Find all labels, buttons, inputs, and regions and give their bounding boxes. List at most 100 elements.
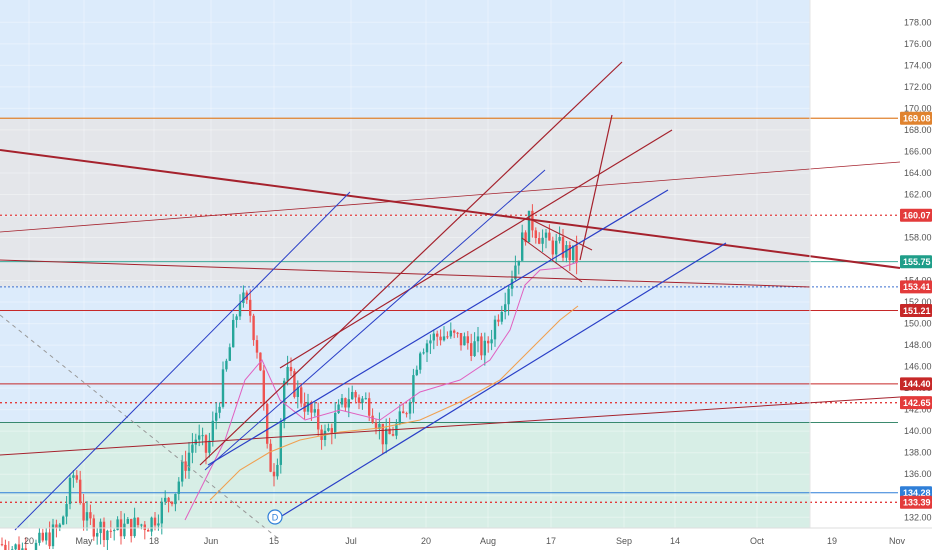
candle-down [170,501,174,505]
event-marker-layer[interactable]: D [267,509,283,525]
candle-down [310,402,313,413]
candle-up [85,512,89,521]
candle-up [419,353,422,370]
price-axis-background [898,0,932,550]
price-label: 151.21 [903,306,931,316]
candle-up [286,367,289,381]
candle-down [388,428,391,435]
candle-up [68,477,72,505]
y-tick-label: 150.00 [904,319,932,329]
candle-up [572,245,575,261]
candle-up [449,330,452,337]
candle-up [398,411,401,424]
candle-down [79,479,82,504]
y-tick-label: 146.00 [904,362,932,372]
y-tick-label: 142.00 [904,405,932,415]
x-tick-label: 14 [670,536,680,546]
upper-rising-trendline [0,161,901,233]
candle-down [344,398,347,408]
candle-down [568,245,571,261]
candle-down [381,423,384,445]
price-label: 169.08 [903,113,931,123]
candle-up [21,548,24,550]
candle-up [276,464,279,477]
candle-up [99,521,102,534]
blue-channel-top [207,189,669,466]
candle-down [82,503,85,521]
candle-down [293,371,296,397]
x-tick-label: 15 [269,536,279,546]
candle-down [269,443,272,472]
candle-down [357,397,361,403]
candle-up [422,352,425,354]
candle-down [436,333,439,337]
candle-up [361,398,364,403]
y-tick-label: 178.00 [904,17,932,27]
candle-up [429,340,432,344]
y-tick-label: 152.00 [904,297,932,307]
price-label-box [900,208,932,222]
flag-upper-line [527,217,593,251]
candle-up [65,504,68,517]
candle-down [4,544,7,550]
candle-up [521,232,524,261]
candle-down [252,315,255,341]
candle-down [317,409,320,430]
x-tick-label: Nov [889,536,906,546]
price-label-box [900,280,932,294]
candle-up [187,452,191,471]
dividend-marker-label: D [272,513,279,523]
x-tick-label: 19 [827,536,837,546]
candle-up [504,304,507,312]
price-label-box [900,111,932,125]
candle-up [133,517,136,537]
candle-down [405,413,408,415]
x-tick-label: 20 [421,536,431,546]
horizontal-levels-layer [0,117,898,503]
moving-averages-layer [0,261,579,541]
candle-up [334,412,337,434]
candle-up [500,311,503,322]
candle-up [191,444,194,453]
candle-up [337,404,340,413]
x-tick-label: Sep [616,536,632,546]
candle-up [517,260,520,266]
y-tick-label: 170.00 [904,103,932,113]
middle-blue-zone [0,286,810,423]
lower-rising-trendline [0,396,901,456]
candle-up [215,412,218,421]
candles-layer [0,204,578,550]
dividend-marker[interactable] [267,509,283,525]
candle-up [296,387,299,397]
candle-down [446,336,449,338]
candle-up [279,420,282,465]
candle-up [242,292,245,304]
blue-support-line [271,242,727,523]
candle-up [527,210,531,243]
candle-up [351,391,354,400]
x-tick-label: 17 [546,536,556,546]
time-axis-background [0,528,810,550]
candle-down [266,404,269,444]
trendlines-layer [0,61,901,531]
candle-up [232,319,235,348]
candle-down [204,435,208,453]
candle-up [62,516,65,525]
y-tick-label: 162.00 [904,189,932,199]
candle-down [184,461,187,471]
candle-down [41,532,44,541]
candle-down [55,524,58,529]
candle-up [140,524,143,526]
candle-up [34,542,38,550]
candle-up [211,420,214,441]
x-tick-label: Jun [204,536,219,546]
price-label: 142.65 [903,398,931,408]
candle-down [109,530,112,532]
candle-down [459,332,463,346]
candle-up [432,333,435,341]
candle-down [391,434,395,436]
candle-down [17,544,21,550]
blue-steep-line [14,191,351,531]
